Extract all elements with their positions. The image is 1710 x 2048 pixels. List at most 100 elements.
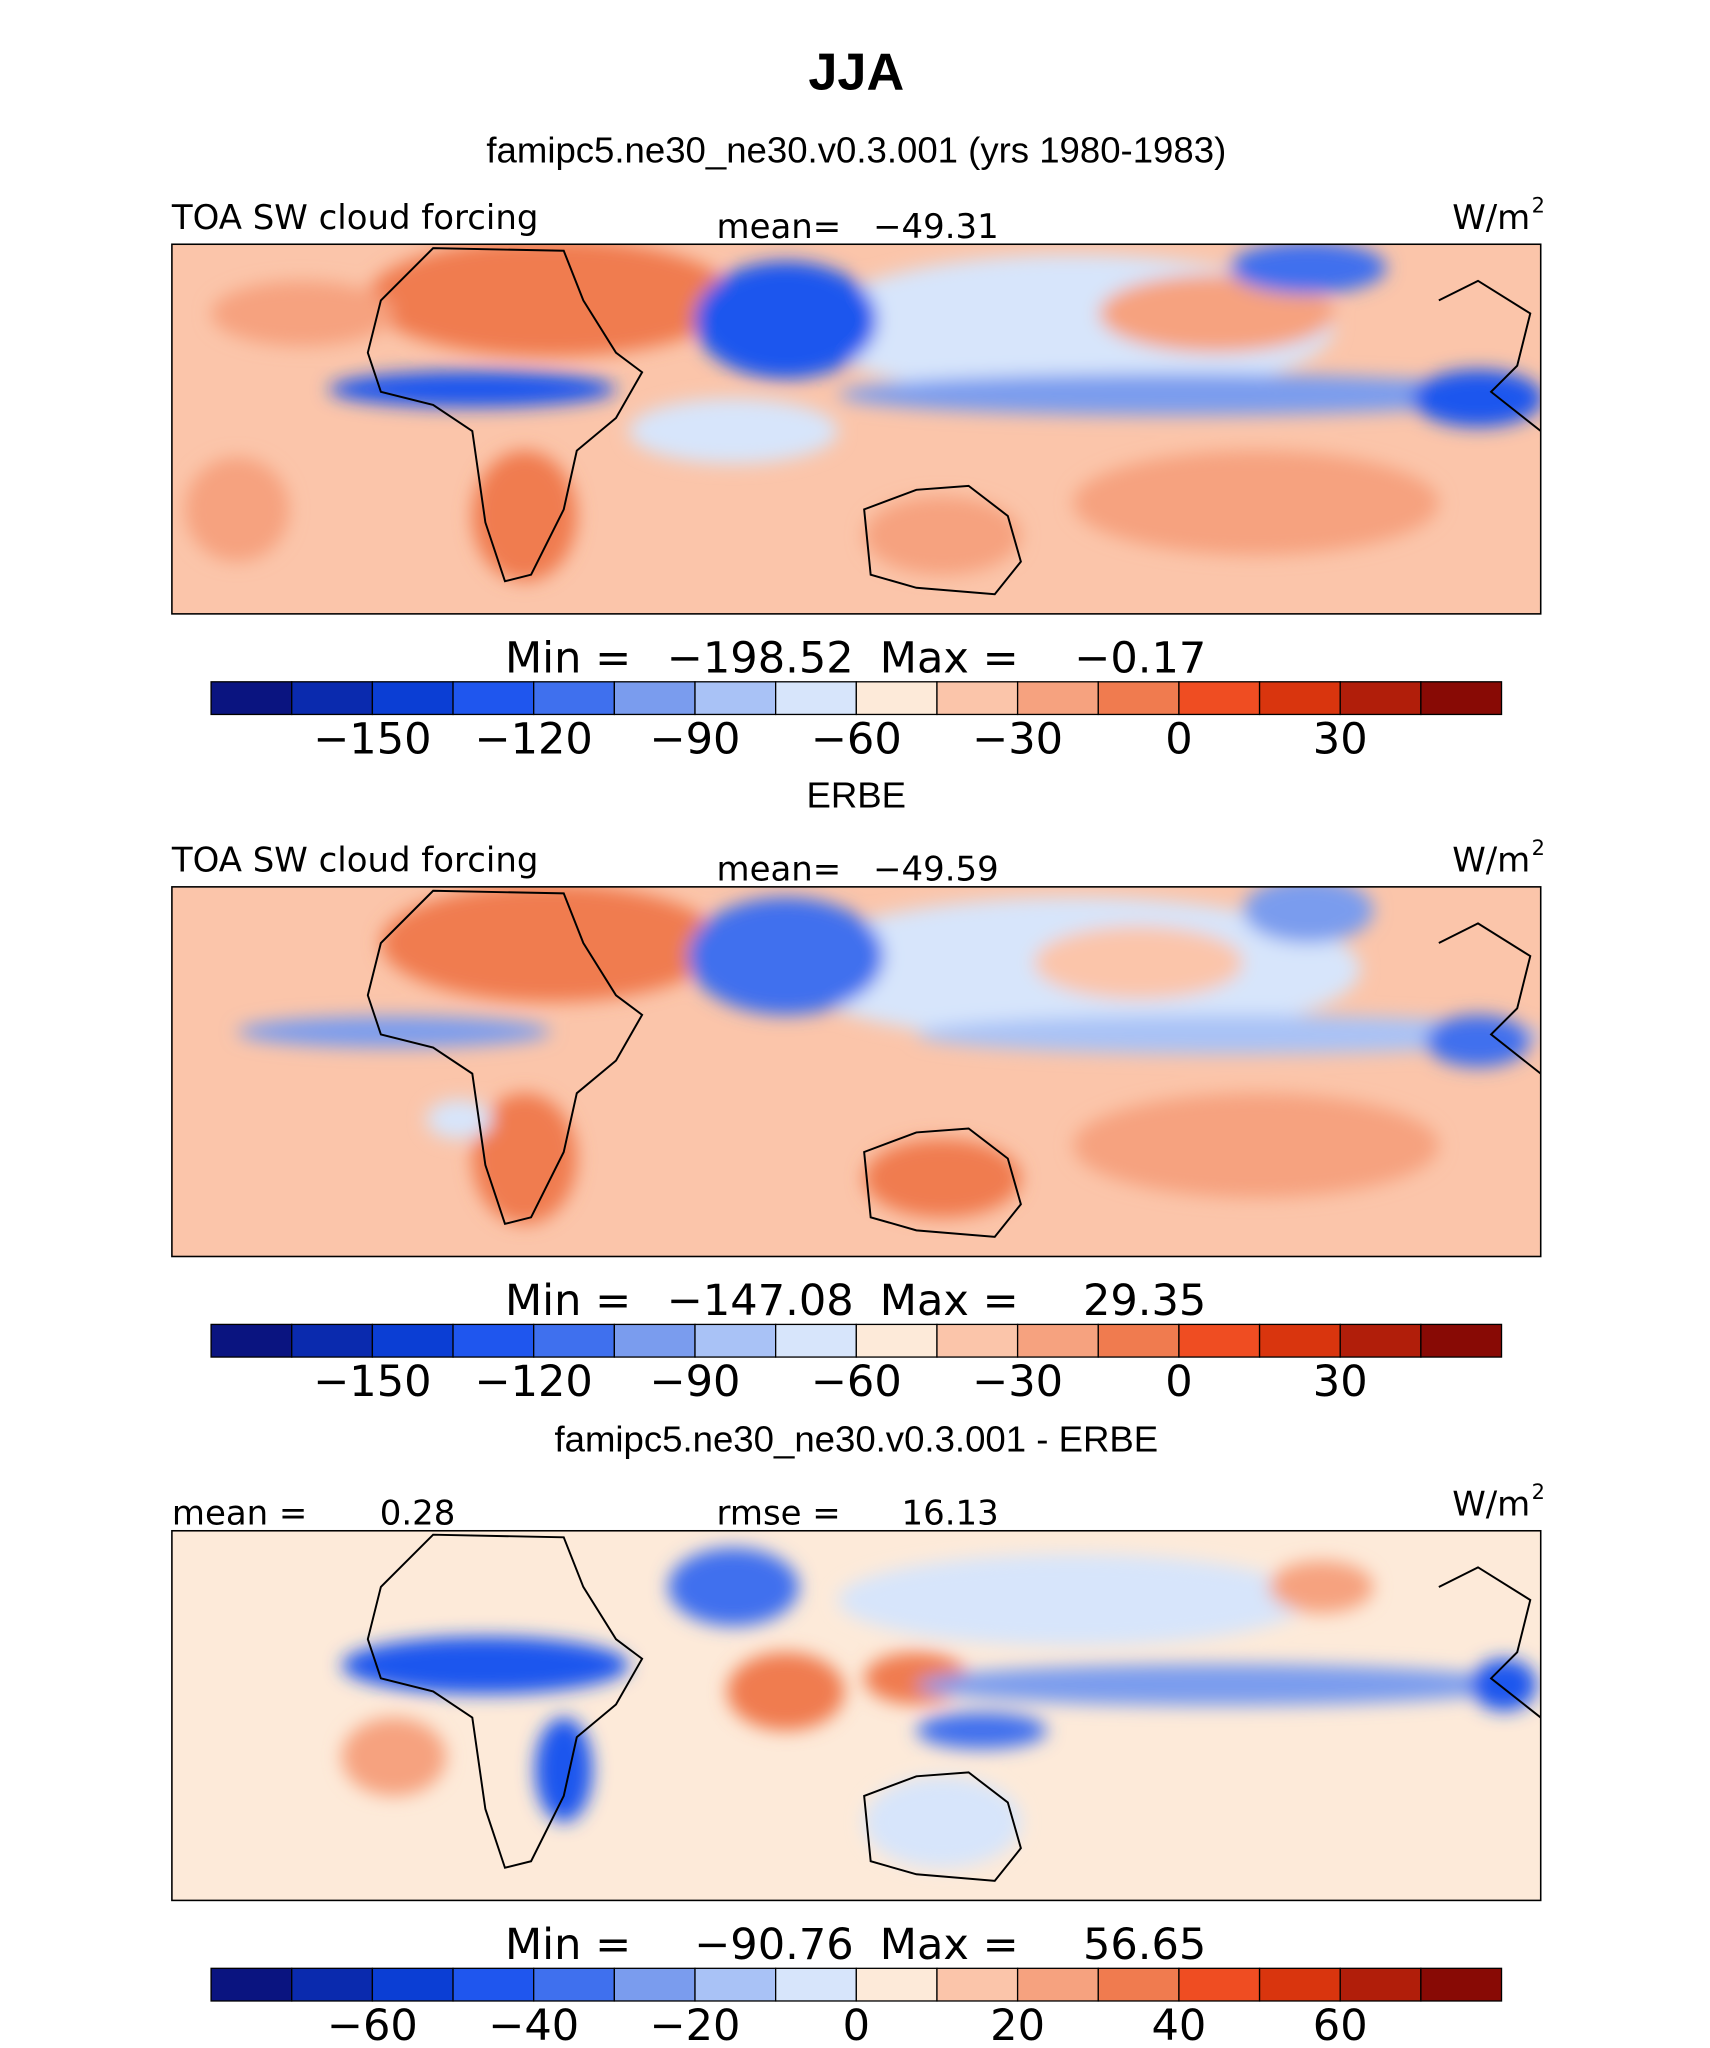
colorbar-box [774, 681, 857, 716]
colorbar-box [855, 1967, 938, 2002]
colorbar-box [1097, 1323, 1180, 1358]
colorbar-tick-label: −20 [650, 2001, 741, 2048]
colorbar-tick-label: 30 [1313, 714, 1368, 764]
colorbar-box [452, 681, 535, 716]
colorbar-tick-label: −60 [811, 1357, 902, 1407]
min-label: Min = [505, 633, 631, 683]
colorbar-box [936, 681, 1019, 716]
min-value: −90.76 [694, 1920, 853, 1970]
units: W/m [1452, 841, 1530, 881]
map-panel-3 [171, 1529, 1542, 1902]
colorbar-box [855, 681, 938, 716]
units-exponent: 2 [1532, 836, 1545, 860]
panel-annotations: famipc5.ne30_ne30.v0.3.001 - ERBE mean = 0… [172, 1419, 1545, 2048]
center-label: mean= [717, 207, 842, 247]
colorbar-box [291, 1323, 374, 1358]
map-field [171, 1530, 1541, 1901]
max-value: 56.65 [1083, 1920, 1206, 1970]
colorbar-box [371, 681, 454, 716]
center-value: 16.13 [902, 1494, 999, 1534]
colorbar-box [371, 1967, 454, 2002]
map-field [171, 886, 1541, 1257]
colorbar-box [1339, 1323, 1422, 1358]
units-exponent: 2 [1532, 1480, 1545, 1504]
colorbar-box [1178, 1323, 1261, 1358]
colorbar-tick-label: −30 [972, 714, 1063, 764]
colorbar-box [855, 1323, 938, 1358]
colorbar-box [1258, 1967, 1341, 2002]
center-label: rmse = [717, 1494, 841, 1534]
colorbar-box [1258, 1323, 1341, 1358]
colorbar-tick-label: −120 [475, 714, 593, 764]
map-panel-2 [171, 886, 1542, 1258]
colorbar-box [1178, 681, 1261, 716]
max-value: −0.17 [1074, 633, 1206, 683]
colorbar-box [694, 681, 777, 716]
min-label: Min = [505, 1920, 631, 1970]
max-label: Max = [880, 1276, 1019, 1326]
colorbar-box [613, 1967, 696, 2002]
figure-subtitle: famipc5.ne30_ne30.v0.3.001 (yrs 1980-198… [486, 129, 1226, 170]
min-value: −198.52 [667, 633, 854, 683]
left-label: TOA SW cloud forcing [171, 841, 539, 881]
panel-heading: ERBE [807, 775, 907, 816]
colorbar-tick-label: −30 [972, 1357, 1063, 1407]
colorbar-box [210, 1323, 293, 1358]
max-value: 29.35 [1083, 1276, 1206, 1326]
min-label: Min = [505, 1276, 631, 1326]
center-value: −49.31 [873, 207, 999, 247]
colorbar-tick-label: −150 [313, 714, 431, 764]
colorbar-box [1178, 1967, 1261, 2002]
colorbar-box [613, 1323, 696, 1358]
colorbar-box [936, 1323, 1019, 1358]
colorbar-box [613, 681, 696, 716]
colorbar-tick-label: −120 [475, 1357, 593, 1407]
colorbar-box [533, 681, 615, 716]
panel-annotations: TOA SW cloud forcing mean= −49.31 W/m 2 Min =… [171, 193, 1545, 764]
colorbar-tick-label: 0 [1165, 714, 1192, 764]
colorbar-box [371, 1323, 454, 1358]
colorbar-tick-label: 40 [1151, 2001, 1206, 2048]
map-panel-1 [171, 243, 1542, 615]
colorbar-box [774, 1967, 857, 2002]
left-label: mean = [172, 1494, 307, 1534]
colorbar-tick-label: −150 [313, 1357, 431, 1407]
colorbar-tick-label: −60 [811, 714, 902, 764]
center-value: −49.59 [873, 850, 999, 890]
colorbar-box [210, 681, 293, 716]
units: W/m [1452, 198, 1530, 238]
map-field [171, 244, 1541, 614]
colorbar-box [774, 1323, 857, 1358]
colorbar-box [533, 1323, 615, 1358]
colorbar-tick-label: 60 [1313, 2001, 1368, 2048]
colorbar-box [694, 1967, 777, 2002]
colorbar-box [1097, 1967, 1180, 2002]
colorbar-tick-label: −90 [650, 1357, 741, 1407]
colorbar-box [1097, 681, 1180, 716]
max-label: Max = [880, 1920, 1019, 1970]
colorbar-box [1339, 1967, 1422, 2002]
colorbar-box [1420, 1323, 1503, 1358]
max-label: Max = [880, 633, 1019, 683]
left-value: 0.28 [380, 1494, 456, 1534]
center-label: mean= [717, 850, 842, 890]
colorbar-box [1016, 1323, 1099, 1358]
colorbar-box [210, 1967, 293, 2002]
colorbar-tick-label: 0 [1165, 1357, 1192, 1407]
colorbar-tick-label: 0 [843, 2001, 870, 2048]
colorbar-tick-label: −90 [650, 714, 741, 764]
colorbar-tick-label: 30 [1313, 1357, 1368, 1407]
units: W/m [1452, 1484, 1530, 1524]
left-label: TOA SW cloud forcing [171, 198, 539, 238]
colorbar-tick-label: −40 [488, 2001, 579, 2048]
colorbar-tick-label: 20 [990, 2001, 1045, 2048]
colorbar-box [291, 1967, 374, 2002]
colorbar-tick-label: −60 [327, 2001, 418, 2048]
colorbar-box [1420, 1967, 1503, 2002]
colorbar-box [694, 1323, 777, 1358]
panel-annotations: ERBE TOA SW cloud forcing mean= −49.59 W/m 2 M… [171, 775, 1545, 1407]
colorbar-box [452, 1967, 535, 2002]
units-exponent: 2 [1532, 193, 1545, 217]
